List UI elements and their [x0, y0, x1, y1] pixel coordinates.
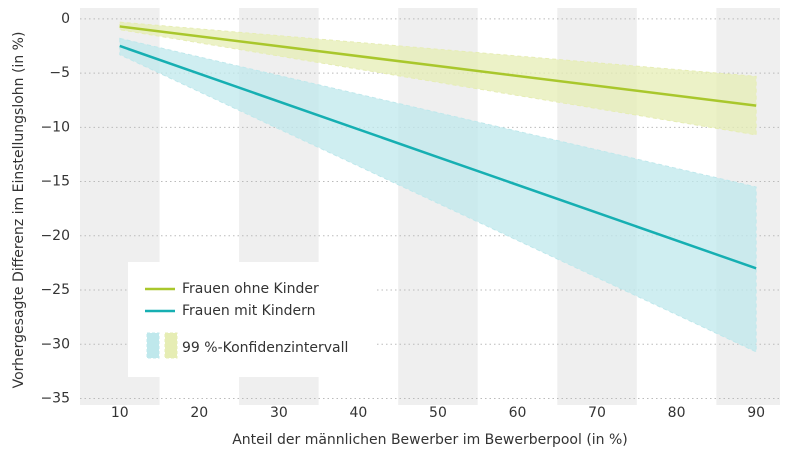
x-tick-label: 70 — [588, 405, 606, 421]
y-tick-label: −35 — [40, 390, 70, 406]
legend-box — [128, 262, 375, 377]
x-axis-label: Anteil der männlichen Bewerber im Bewerb… — [232, 432, 628, 448]
y-tick-label: 0 — [61, 11, 70, 27]
legend-label: Frauen ohne Kinder — [182, 281, 319, 297]
x-tick-label: 80 — [668, 405, 686, 421]
x-tick-label: 90 — [747, 405, 765, 421]
legend-swatch — [146, 332, 160, 359]
line — [119, 44, 757, 270]
legend-label: Frauen mit Kindern — [182, 303, 315, 319]
y-tick-label: −5 — [49, 65, 70, 81]
x-tick-label: 40 — [349, 405, 367, 421]
y-tick-label: −30 — [40, 336, 70, 352]
confidence-band — [119, 37, 757, 353]
confidence-band — [119, 21, 757, 136]
x-tick-label: 50 — [429, 405, 447, 421]
x-tick-label: 10 — [111, 405, 129, 421]
y-tick-label: −25 — [40, 282, 70, 298]
y-tick-label: −20 — [40, 228, 70, 244]
y-tick-label: −15 — [40, 174, 70, 190]
legend-label: 99 %-Konfidenzintervall — [182, 340, 348, 356]
x-tick-label: 20 — [190, 405, 208, 421]
y-tick-label: −10 — [40, 119, 70, 135]
x-tick-label: 60 — [509, 405, 527, 421]
legend-swatch — [164, 332, 178, 359]
y-axis-label: Vorhergesagte Differenz im Einstellungsl… — [11, 32, 27, 389]
line — [119, 25, 757, 107]
x-tick-label: 30 — [270, 405, 288, 421]
